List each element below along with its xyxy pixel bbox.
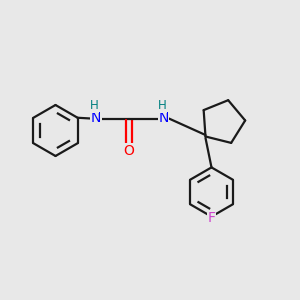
Text: F: F (208, 211, 215, 225)
Text: N: N (158, 112, 169, 125)
Text: H: H (90, 99, 99, 112)
Text: H: H (158, 99, 166, 112)
Text: N: N (91, 112, 101, 125)
Text: O: O (124, 144, 134, 158)
